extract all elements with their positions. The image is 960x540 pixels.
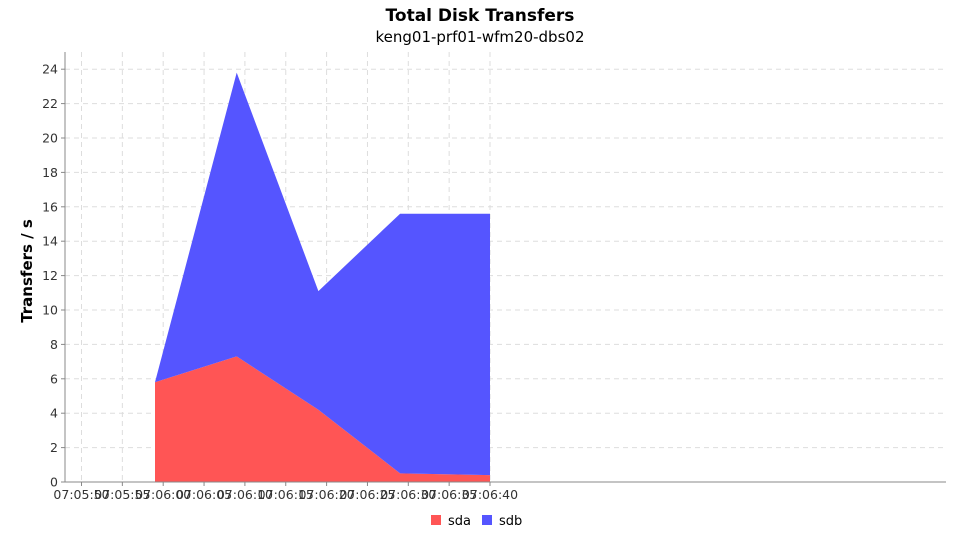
x-tick-label: 07:06:40 (462, 487, 518, 502)
y-tick-label: 2 (50, 440, 58, 455)
x-tick-label: 07:06:05 (176, 487, 232, 502)
y-tick-label: 10 (42, 303, 58, 318)
y-tick-label: 6 (50, 371, 58, 386)
y-tick-label: 20 (42, 131, 58, 146)
x-tick-label: 07:06:20 (299, 487, 355, 502)
y-axis-label: Transfers / s (18, 219, 36, 323)
series-area-sdb (155, 72, 490, 476)
x-tick-label: 07:06:10 (217, 487, 273, 502)
x-tick-label: 07:06:25 (339, 487, 395, 502)
y-tick-label: 4 (50, 406, 58, 421)
x-tick-label: 07:06:35 (421, 487, 477, 502)
legend-label-sda: sda (448, 514, 471, 529)
x-tick-label: 07:05:50 (53, 487, 109, 502)
legend-swatch-sdb (482, 515, 492, 525)
y-tick-label: 8 (50, 337, 58, 352)
legend-label-sdb: sdb (499, 514, 522, 529)
x-tick-label: 07:05:55 (94, 487, 150, 502)
legend-swatch-sda (431, 515, 441, 525)
x-tick-label: 07:06:30 (380, 487, 436, 502)
x-tick-label: 07:06:15 (258, 487, 314, 502)
series-area-sda (155, 356, 490, 482)
y-tick-label: 24 (42, 62, 58, 77)
y-tick-label: 18 (42, 165, 58, 180)
y-tick-label: 14 (42, 234, 58, 249)
chart-title: Total Disk Transfers (385, 6, 575, 26)
x-tick-label: 07:06:00 (135, 487, 191, 502)
y-tick-label: 22 (42, 96, 58, 111)
chart-subtitle: keng01-prf01-wfm20-dbs02 (375, 28, 585, 46)
y-tick-label: 0 (50, 475, 58, 490)
y-tick-label: 12 (42, 268, 58, 283)
y-tick-label: 16 (42, 199, 58, 214)
